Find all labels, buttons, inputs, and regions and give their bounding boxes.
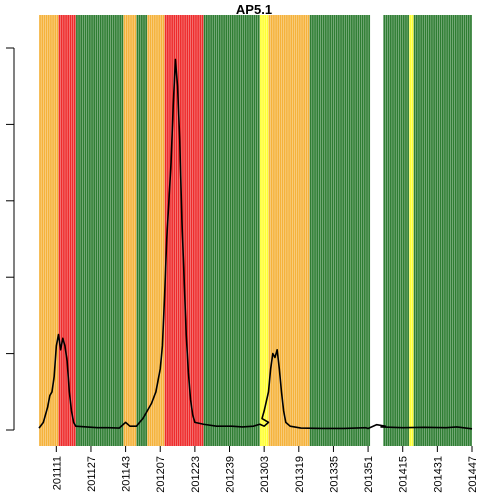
series-line (38, 58, 473, 430)
x-tick-label: 201335 (328, 456, 340, 493)
x-axis: 201111 201127 201143 201207 201223 201239 2013… (51, 446, 479, 493)
series-layer (38, 58, 473, 430)
x-tick-label: 201431 (432, 456, 444, 493)
x-tick-label: 201111 (51, 456, 63, 490)
x-tick-label: 201415 (398, 456, 410, 493)
x-tick-label: 201143 (121, 456, 133, 492)
x-tick-label: 201239 (225, 456, 237, 493)
band-stripes (38, 15, 473, 446)
chart-title: AP5.1 (236, 2, 272, 17)
status-band-green (136, 15, 148, 446)
x-tick-label: 201319 (294, 456, 306, 493)
x-tick-label: 201351 (363, 456, 375, 493)
x-tick-label: 201303 (259, 456, 271, 493)
status-band-orange (39, 15, 59, 446)
x-tick-label: 201447 (467, 456, 479, 493)
status-band-white (370, 15, 386, 446)
status-band-orange (268, 15, 310, 446)
y-axis (6, 47, 15, 431)
x-tick-label: 201223 (190, 456, 202, 493)
status-band-green (413, 15, 472, 446)
x-tick-label: 201207 (155, 456, 167, 493)
x-tick-label: 201127 (86, 456, 98, 492)
